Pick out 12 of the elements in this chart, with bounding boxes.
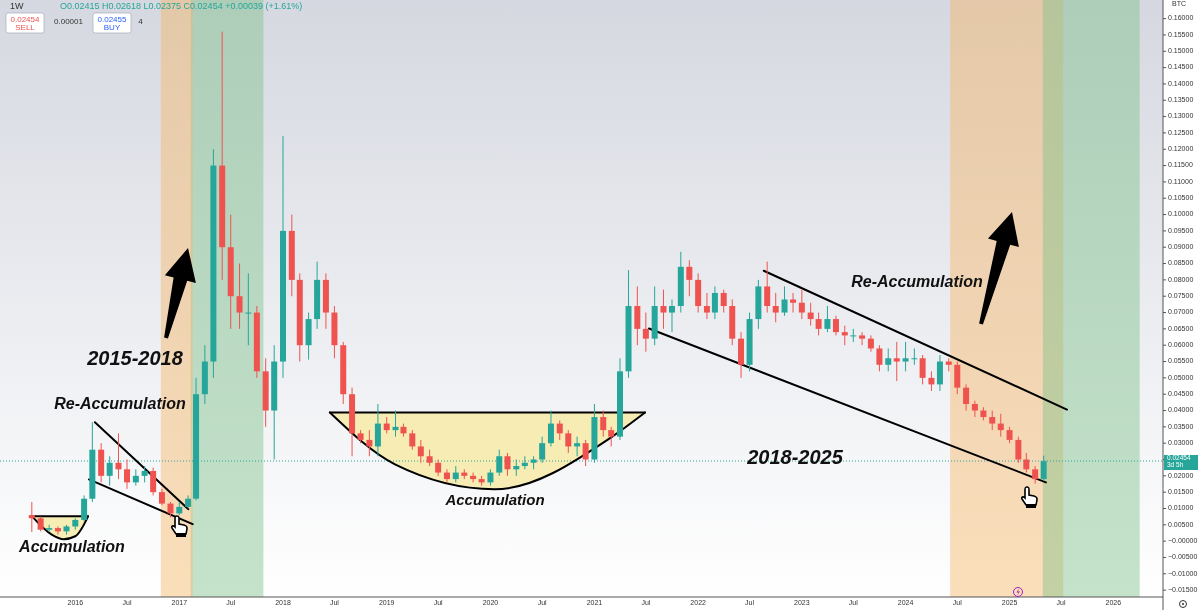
annotation: 2015-2018 [86, 347, 184, 370]
annotation: 0.02454 SELL [10, 15, 41, 32]
chart-title: 1W [10, 1, 25, 11]
annotation: 4 [138, 17, 144, 26]
annotation: Re-Accumulation [54, 395, 187, 413]
annotation: 0.02455 BUY [97, 15, 128, 32]
annotation: Accumulation [18, 538, 126, 556]
annotation: 2018-2025 [746, 446, 844, 469]
chart-subtitle: O0.02415 H0.02618 L0.02375 C0.02454 +0.00039 (+1.61%) [60, 1, 303, 11]
annotation: 0.00001 [54, 17, 84, 26]
annotation: Re-Accumulation [851, 273, 984, 291]
annotation: Accumulation [444, 490, 545, 508]
